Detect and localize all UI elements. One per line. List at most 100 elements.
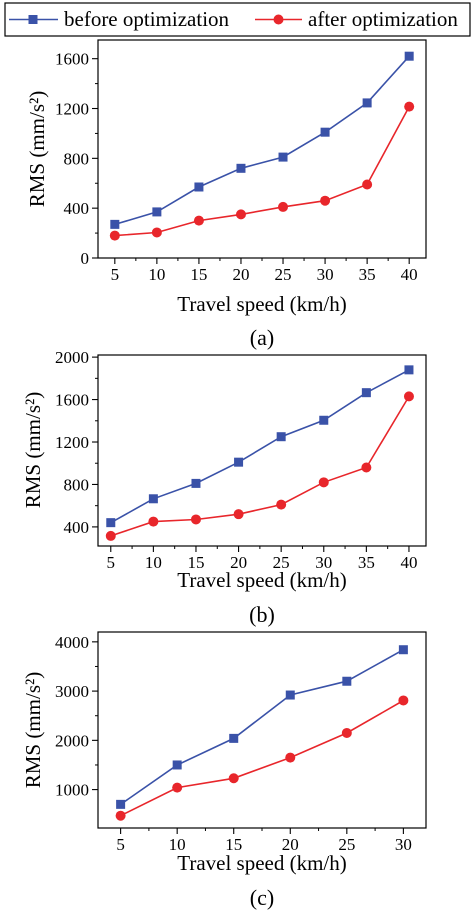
chart-c-xtick-label-2: 15: [225, 835, 242, 854]
chart-c-series: [115, 645, 409, 821]
chart-a-series: [109, 51, 415, 241]
chart-b-series-line-before: [110, 369, 410, 524]
chart-b-xtick-label-7: 40: [400, 553, 417, 572]
chart-b-series: [105, 365, 414, 541]
chart-a-point-after-0: [109, 230, 120, 241]
legend-marker-before: [28, 15, 38, 24]
chart-c-xtick-label-0: 5: [116, 835, 125, 854]
chart-c-series-line-after: [120, 699, 404, 817]
chart-b-ylabel: RMS (mm/s²): [21, 392, 45, 509]
chart-c-point-after-3: [285, 752, 296, 763]
chart-a-xtick-label-7: 40: [401, 265, 418, 284]
chart-a-plot-frame: [97, 39, 427, 259]
chart-b-ytick-label-1: 800: [64, 475, 90, 494]
chart-b-point-after-6: [361, 462, 372, 473]
legend: before optimization after optimization: [4, 2, 471, 37]
chart-b-panel-label: (b): [249, 602, 275, 627]
chart-a-point-after-1: [151, 227, 162, 238]
chart-a-series-line-before: [114, 55, 410, 226]
chart-c-ylabel: RMS (mm/s²): [21, 672, 45, 789]
chart-a-point-before-3: [236, 163, 246, 173]
chart-a-point-before-6: [362, 98, 372, 108]
chart-a-point-after-3: [235, 209, 246, 220]
chart-a-xtick-label-4: 25: [275, 265, 292, 284]
chart-c-ytick-label-3: 4000: [55, 633, 89, 652]
chart-a-xtick-label-6: 35: [359, 265, 376, 284]
chart-c-point-after-2: [228, 773, 239, 784]
chart-c-point-before-4: [342, 676, 352, 686]
legend-entry-before: before optimization: [9, 7, 230, 31]
legend-marker-after: [273, 14, 284, 25]
chart-c-ytick-label-1: 2000: [55, 731, 89, 750]
chart-a-point-before-1: [152, 207, 162, 217]
chart-c-point-before-0: [116, 799, 126, 809]
chart-b-xtick-label-2: 15: [187, 553, 204, 572]
chart-b-point-before-1: [148, 494, 158, 504]
legend-box: [4, 2, 471, 37]
chart-a-ytick-label-4: 1600: [55, 50, 89, 69]
chart-b-ytick-label-4: 2000: [55, 348, 89, 367]
chart-b-ticks: 5 10 15 20 25 30 35 40 400 800 1200 1600 2000: [55, 348, 417, 572]
chart-b-xtick-label-3: 20: [230, 553, 247, 572]
chart-c-point-before-5: [398, 645, 408, 655]
chart-b-point-before-5: [319, 415, 329, 425]
chart-c-point-after-0: [115, 810, 126, 821]
chart-c-xtick-label-4: 25: [338, 835, 355, 854]
chart-a-point-before-4: [278, 152, 288, 162]
chart-a-panel-label: (a): [250, 325, 274, 350]
chart-b-xtick-label-0: 5: [107, 553, 116, 572]
chart-a-xlabel: Travel speed (km/h): [177, 292, 347, 316]
chart-a-point-after-7: [404, 101, 415, 112]
chart-c-ytick-label-2: 3000: [55, 682, 89, 701]
chart-b-xlabel: Travel speed (km/h): [177, 568, 347, 592]
chart-b-point-before-3: [234, 457, 244, 467]
chart-b-xtick-label-4: 25: [273, 553, 290, 572]
legend-label-before: before optimization: [64, 7, 230, 31]
chart-a-point-before-2: [194, 182, 204, 192]
chart-a-ytick-label-2: 800: [64, 149, 90, 168]
chart-a-ytick-label-0: 0: [81, 249, 90, 268]
chart-a-point-before-0: [110, 219, 120, 229]
chart-c-series-line-before: [120, 649, 404, 806]
chart-c-point-after-5: [398, 695, 409, 706]
chart-c-point-before-3: [285, 690, 295, 700]
chart-b-point-before-0: [106, 518, 116, 528]
chart-c-point-after-4: [341, 727, 352, 738]
chart-a-point-after-2: [193, 215, 204, 226]
chart-b-point-before-6: [361, 388, 371, 398]
chart-b-point-before-7: [404, 365, 414, 375]
chart-a-xtick-label-3: 20: [232, 265, 249, 284]
chart-a-xtick-label-2: 15: [190, 265, 207, 284]
legend-entry-after: after optimization: [255, 7, 458, 31]
chart-c-ticks: 5 10 15 20 25 30 1000 2000 3000 4000: [55, 633, 412, 854]
chart-c-plot-frame: [97, 631, 427, 829]
chart-b-point-after-7: [403, 391, 414, 402]
chart-a-point-after-6: [362, 179, 373, 190]
chart-a-point-after-5: [320, 195, 331, 206]
chart-c-point-before-1: [172, 760, 182, 770]
chart-a-xtick-label-0: 5: [111, 265, 120, 284]
chart-b-point-after-1: [148, 516, 159, 527]
chart-b-point-before-4: [276, 432, 286, 442]
chart-b-point-after-4: [276, 499, 287, 510]
chart-b-xtick-label-6: 35: [358, 553, 375, 572]
chart-c-ytick-label-0: 1000: [55, 781, 89, 800]
chart-c-point-after-1: [172, 782, 183, 793]
chart-c-point-before-2: [229, 733, 239, 743]
chart-b-point-after-5: [318, 477, 329, 488]
chart-c-xtick-label-5: 30: [395, 835, 412, 854]
chart-b-plot-frame: [97, 354, 427, 547]
chart-a-series-line-after: [114, 106, 410, 237]
chart-a-ytick-label-3: 1200: [55, 100, 89, 119]
chart-b-point-after-2: [190, 514, 201, 525]
chart-a-point-before-7: [404, 51, 414, 61]
chart-b-ytick-label-0: 400: [64, 518, 90, 537]
chart-a-xtick-label-5: 30: [317, 265, 334, 284]
chart-c: 5 10 15 20 25 30 1000 2000 3000 4000 Travel speed…: [21, 631, 427, 910]
legend-label-after: after optimization: [308, 7, 458, 31]
chart-b-ytick-label-2: 1200: [55, 433, 89, 452]
chart-b-point-after-3: [233, 509, 244, 520]
